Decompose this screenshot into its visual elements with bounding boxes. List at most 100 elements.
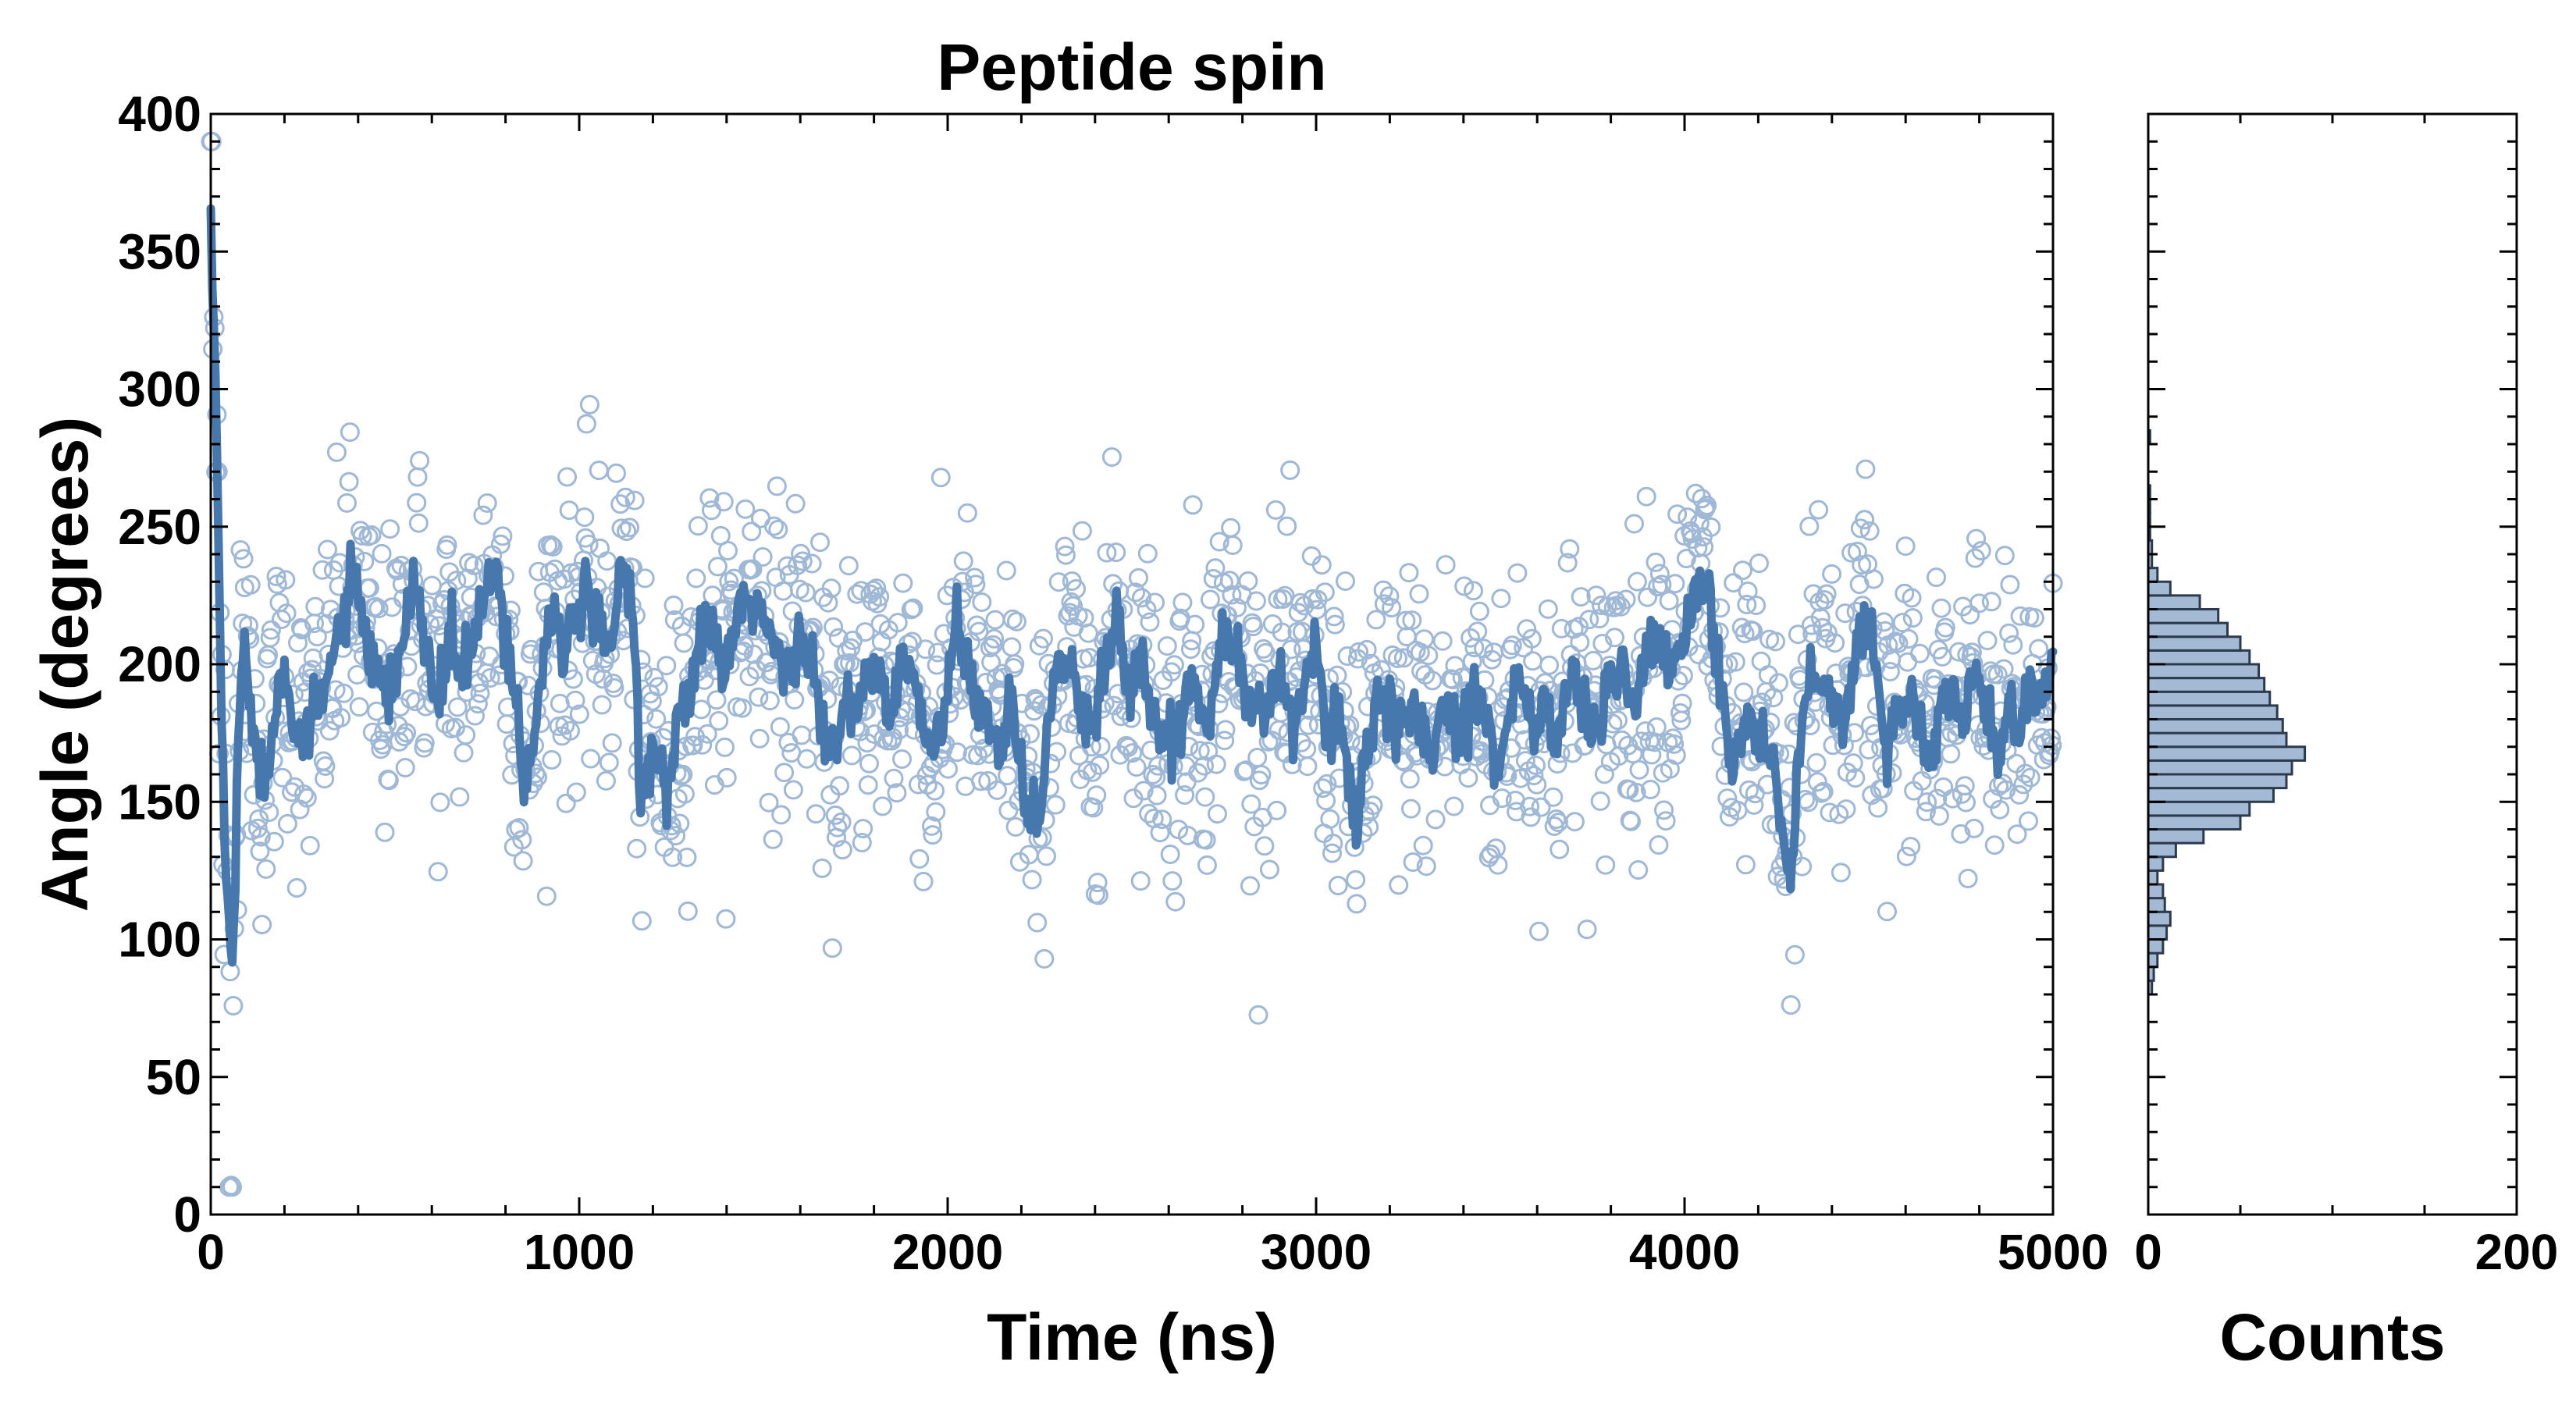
data-point	[1855, 510, 1875, 530]
data-point	[624, 490, 645, 510]
data-point	[387, 560, 407, 581]
data-point	[855, 622, 875, 642]
data-point	[1022, 870, 1042, 890]
data-point	[998, 766, 1018, 786]
data-point	[971, 771, 991, 791]
data-point	[465, 706, 485, 726]
data-point	[1994, 546, 2015, 566]
data-point	[866, 578, 887, 599]
data-point	[555, 715, 575, 735]
data-point	[1482, 649, 1502, 670]
data-point	[447, 697, 468, 717]
data-point	[615, 487, 635, 507]
x-tick-label: 5000	[1998, 1224, 2108, 1280]
y-tick-label: 0	[173, 1186, 201, 1243]
data-point	[1956, 792, 1976, 813]
histogram-bar	[2147, 635, 2242, 652]
data-point	[1373, 580, 1393, 600]
data-point	[1272, 622, 1292, 642]
data-point	[1550, 839, 1570, 859]
data-point	[222, 1177, 242, 1197]
data-point	[509, 818, 529, 838]
data-point	[331, 707, 351, 727]
data-point	[1868, 798, 1888, 818]
data-point	[272, 610, 291, 629]
data-point	[607, 463, 626, 483]
data-point	[707, 557, 728, 577]
data-point	[768, 519, 788, 539]
data-point	[1649, 564, 1670, 584]
data-point	[1799, 516, 1820, 536]
data-point	[1958, 869, 1978, 888]
histogram-bar	[2147, 910, 2172, 927]
data-point	[428, 862, 448, 882]
data-point	[513, 851, 533, 871]
data-point	[1766, 631, 1785, 652]
data-point	[1006, 611, 1026, 631]
data-point	[1464, 581, 1483, 601]
data-point	[581, 749, 601, 769]
x-tick-label: 1000	[524, 1224, 635, 1280]
data-point	[1664, 734, 1685, 754]
data-point	[379, 770, 399, 791]
data-point	[326, 442, 347, 462]
data-point	[1432, 631, 1453, 651]
data-point	[578, 534, 599, 554]
data-point	[1227, 598, 1247, 617]
data-point	[903, 598, 923, 618]
data-point	[742, 521, 762, 542]
data-point	[1176, 772, 1197, 792]
data-point	[1636, 486, 1656, 507]
data-point	[1817, 623, 1838, 643]
data-point	[1646, 552, 1666, 572]
data-point	[259, 802, 279, 822]
data-point	[837, 641, 857, 661]
data-point	[407, 467, 428, 487]
data-point	[1215, 720, 1236, 740]
data-point	[824, 617, 844, 637]
data-point	[277, 813, 297, 834]
data-point	[1048, 572, 1069, 592]
data-point	[1106, 542, 1126, 563]
data-point	[893, 573, 913, 593]
y-tick-label: 300	[118, 361, 201, 418]
data-point	[792, 725, 812, 745]
data-point	[966, 574, 986, 595]
data-point	[670, 813, 690, 834]
data-point	[1788, 624, 1808, 645]
data-point	[985, 610, 1005, 630]
data-point	[1931, 598, 1952, 618]
data-point	[410, 450, 430, 471]
data-point	[543, 537, 563, 557]
data-point	[1901, 837, 1921, 857]
data-point	[1241, 794, 1261, 814]
data-point	[1205, 558, 1226, 578]
data-point	[2000, 574, 2020, 595]
data-point	[297, 788, 317, 808]
data-point	[838, 556, 859, 576]
data-point	[635, 568, 655, 589]
data-point	[1656, 811, 1676, 831]
data-point	[783, 780, 803, 800]
data-point	[1531, 797, 1551, 817]
histogram-bar	[2147, 841, 2177, 859]
x-tick-label: 0	[197, 1224, 225, 1280]
data-point	[916, 639, 936, 660]
data-point	[1809, 500, 1829, 520]
data-point	[785, 690, 805, 710]
data-point	[1055, 536, 1075, 557]
data-point	[450, 787, 470, 807]
data-point	[592, 695, 612, 715]
data-point	[1725, 652, 1745, 672]
data-point	[1672, 693, 1692, 713]
data-point	[2007, 824, 2027, 845]
data-point	[454, 742, 474, 763]
data-point	[1586, 585, 1606, 606]
data-point	[853, 819, 873, 839]
data-point	[1583, 650, 1603, 670]
data-point	[1316, 791, 1336, 811]
data-point	[925, 781, 945, 801]
data-point	[1898, 629, 1919, 649]
data-point	[1822, 564, 1842, 584]
data-point	[1322, 843, 1342, 863]
